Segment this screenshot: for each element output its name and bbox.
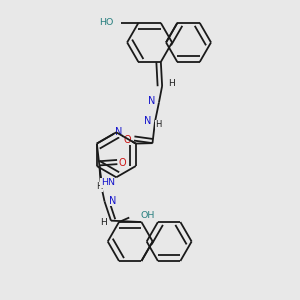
Text: N: N	[109, 196, 116, 206]
Text: H: H	[155, 120, 161, 129]
Text: H: H	[100, 218, 107, 227]
Text: O: O	[119, 158, 126, 169]
Text: HO: HO	[99, 19, 114, 28]
Text: N: N	[148, 96, 155, 106]
Text: OH: OH	[141, 211, 155, 220]
Text: HN: HN	[101, 178, 115, 187]
Text: N: N	[144, 116, 151, 126]
Text: H: H	[168, 79, 175, 88]
Text: O: O	[124, 135, 131, 145]
Text: N: N	[103, 180, 111, 190]
Text: N: N	[115, 127, 122, 137]
Text: H: H	[96, 182, 103, 191]
